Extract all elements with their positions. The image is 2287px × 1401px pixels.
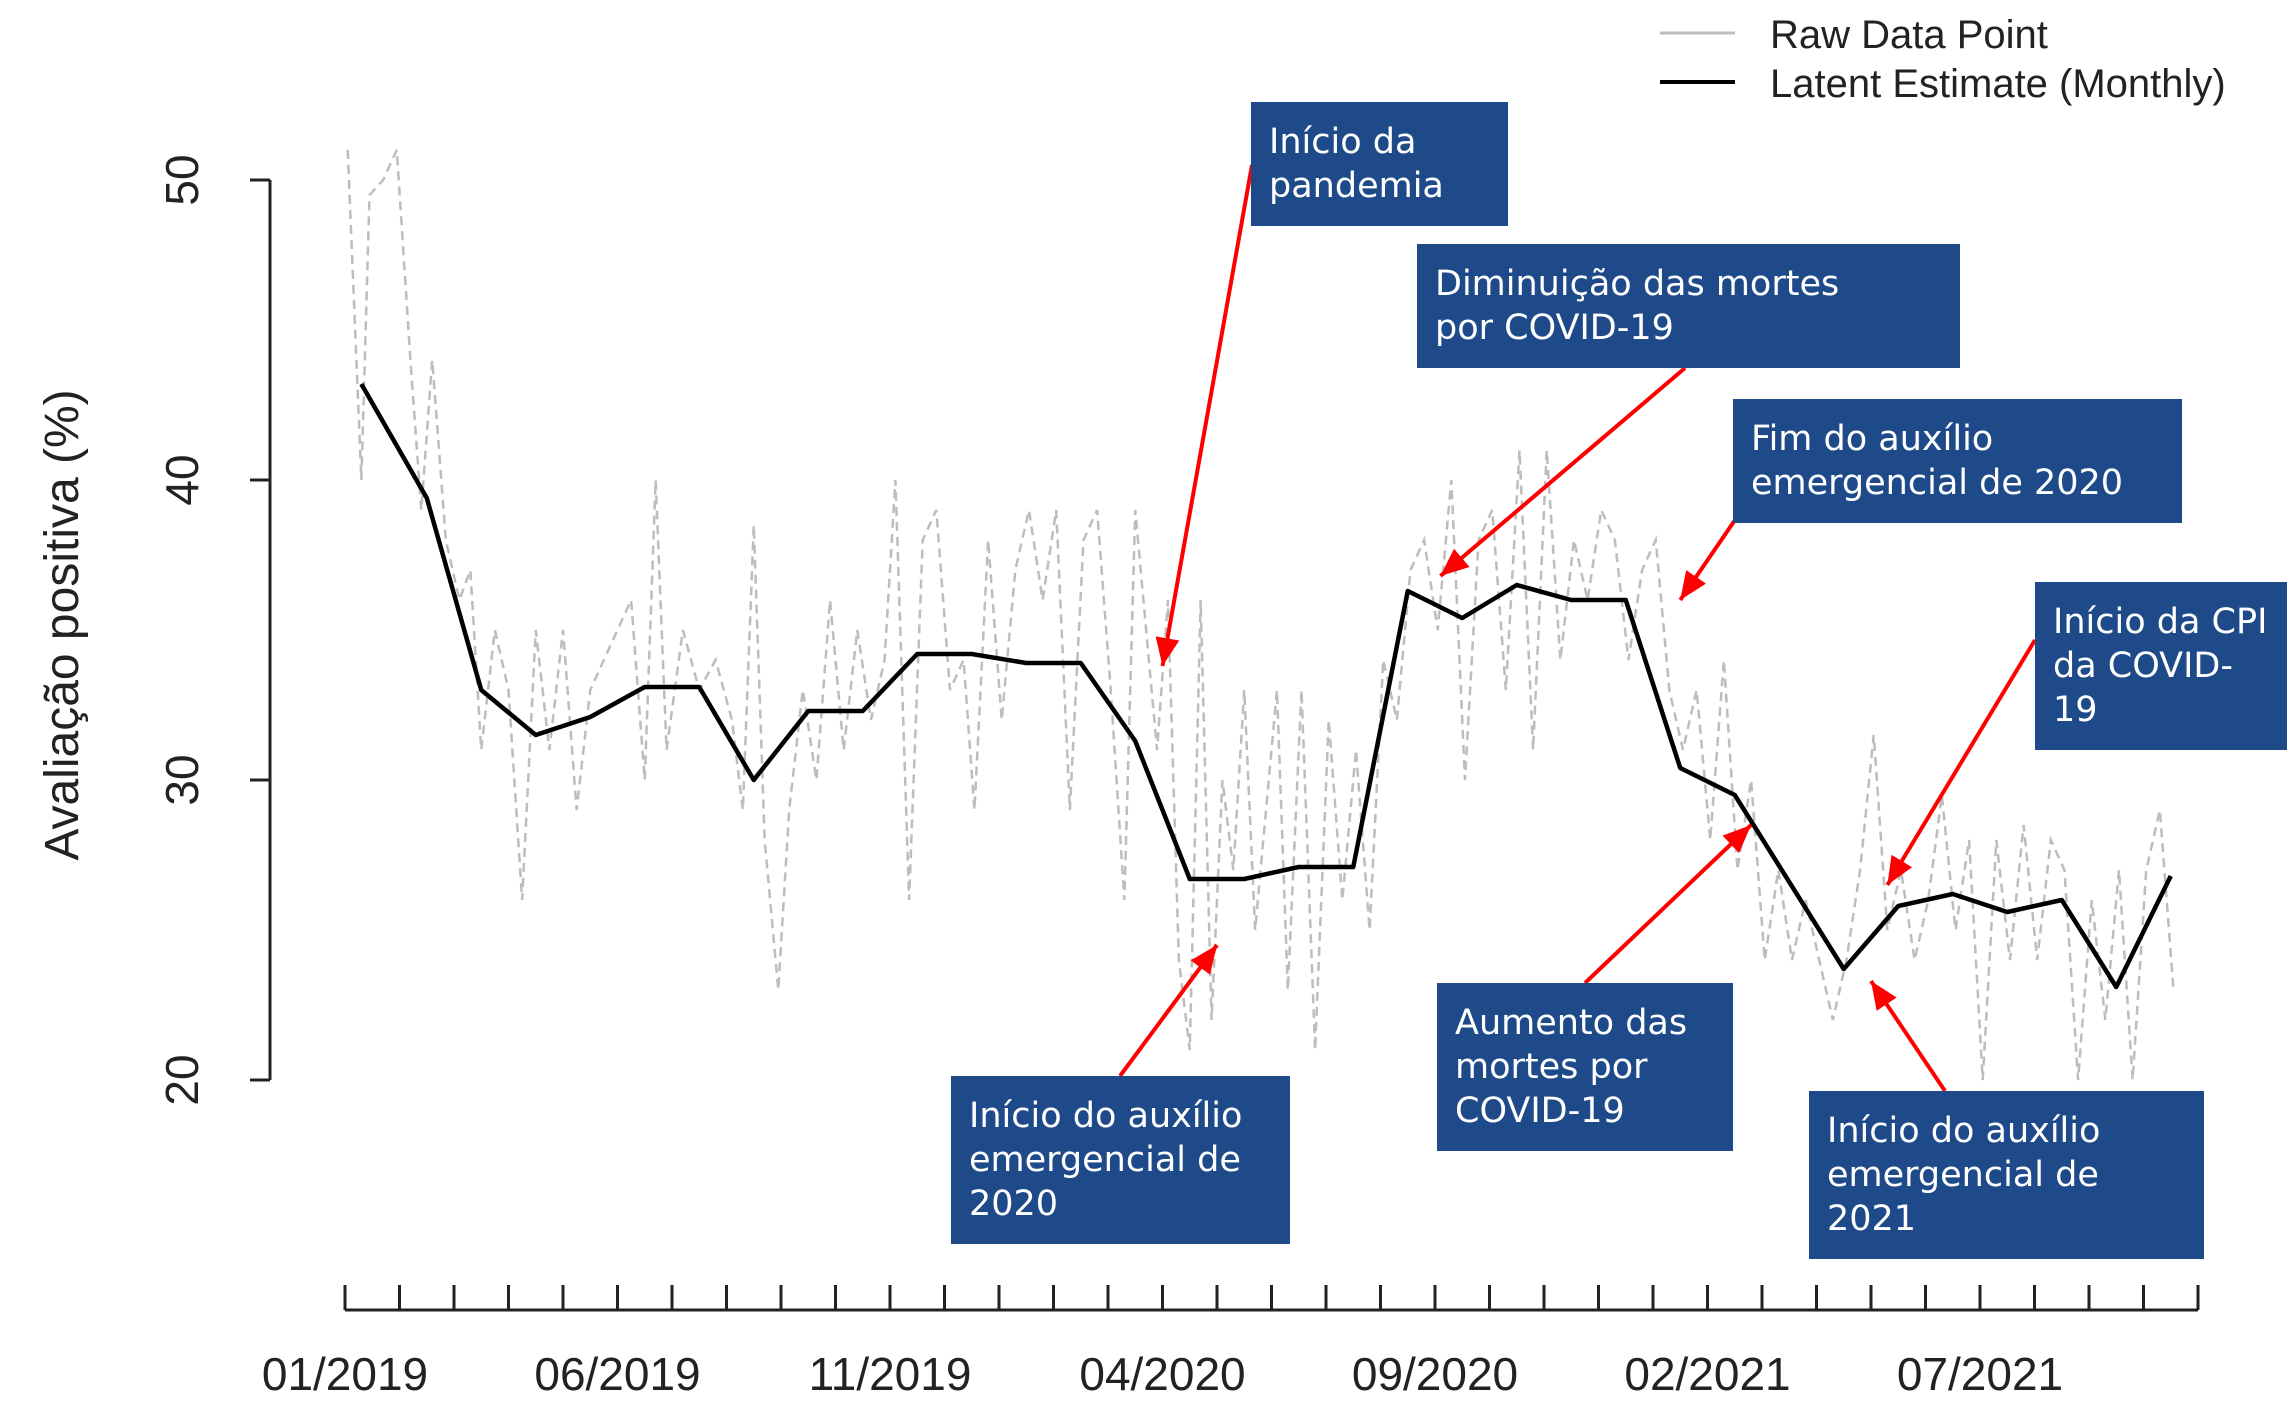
annotation-arrow bbox=[1885, 638, 2037, 887]
annotation-arrows bbox=[1118, 164, 2037, 1093]
raw-data-line bbox=[346, 149, 2175, 1081]
annotation-line: Início da CPI bbox=[2053, 602, 2268, 642]
annotation-line: Diminuição das mortes bbox=[1435, 264, 1840, 304]
latent-estimate-line bbox=[359, 382, 2173, 990]
x-tick-label: 02/2021 bbox=[1624, 1348, 1790, 1400]
latent-estimate-series bbox=[359, 382, 2173, 990]
annotation-line: 2021 bbox=[1827, 1199, 1917, 1239]
x-tick-label: 09/2020 bbox=[1352, 1348, 1518, 1400]
annotation-box: Aumento das mortes por COVID-19 bbox=[1437, 983, 1733, 1151]
axes: 20 30 40 50 01/2019 06/2019 11/2019 04/2020 09/2… bbox=[156, 154, 2200, 1400]
annotation-line: Início do auxílio bbox=[1827, 1111, 2101, 1151]
annotation-line: Aumento das bbox=[1455, 1003, 1688, 1043]
annotation-arrow bbox=[1583, 823, 1753, 985]
y-axis-label: Avaliação positiva (%) bbox=[36, 389, 89, 860]
annotation-arrowhead bbox=[1190, 945, 1217, 975]
annotation-arrowhead bbox=[1155, 636, 1180, 666]
annotation-arrowhead bbox=[1440, 548, 1470, 576]
y-tick-label: 40 bbox=[156, 454, 208, 505]
annotation-line: emergencial de bbox=[969, 1140, 1241, 1180]
annotation-line: mortes por bbox=[1455, 1047, 1648, 1087]
annotation-line: 2020 bbox=[969, 1184, 1059, 1224]
legend: Raw Data Point Latent Estimate (Monthly) bbox=[1660, 13, 2226, 106]
annotation-line: emergencial de 2020 bbox=[1751, 463, 2124, 503]
x-tick-label: 01/2019 bbox=[262, 1348, 428, 1400]
annotation-line: Fim do auxílio bbox=[1751, 419, 1994, 459]
y-tick-label: 50 bbox=[156, 154, 208, 205]
y-tick-label: 30 bbox=[156, 754, 208, 805]
annotation-box: Início do auxílio emergencial de 2021 bbox=[1809, 1091, 2204, 1259]
legend-label-latent: Latent Estimate (Monthly) bbox=[1770, 62, 2226, 106]
annotation-arrowhead bbox=[1680, 570, 1706, 600]
annotation-line: COVID-19 bbox=[1455, 1091, 1625, 1131]
x-tick-label: 07/2021 bbox=[1897, 1348, 2063, 1400]
annotation-line: emergencial de bbox=[1827, 1155, 2099, 1195]
annotation-line: por COVID-19 bbox=[1435, 308, 1674, 348]
annotation-arrow bbox=[1439, 366, 1687, 578]
legend-label-raw: Raw Data Point bbox=[1770, 13, 2048, 57]
annotation-arrowhead bbox=[1871, 981, 1897, 1011]
y-tick-label: 20 bbox=[156, 1054, 208, 1105]
annotation-line: Início da bbox=[1269, 122, 1417, 162]
annotation-box: Início da CPI da COVID-19 bbox=[2035, 582, 2287, 750]
annotation-box: Diminuição das mortes por COVID-19 bbox=[1417, 244, 1960, 368]
annotation-arrowhead bbox=[1722, 825, 1752, 853]
x-tick-label: 11/2019 bbox=[809, 1348, 972, 1400]
x-tick-label: 04/2020 bbox=[1079, 1348, 1245, 1400]
annotation-line: da COVID-19 bbox=[2053, 646, 2234, 730]
annotation-box: Início da pandemia bbox=[1251, 102, 1508, 226]
annotation-line: pandemia bbox=[1269, 166, 1444, 206]
annotation-arrowhead bbox=[1887, 854, 1913, 885]
annotation-arrow bbox=[1160, 164, 1254, 667]
x-tick-label: 06/2019 bbox=[534, 1348, 700, 1400]
annotation-box: Fim do auxílio emergencial de 2020 bbox=[1733, 399, 2182, 523]
annotation-box: Início do auxílio emergencial de 2020 bbox=[951, 1076, 1290, 1244]
raw-data-series bbox=[346, 149, 2175, 1081]
annotation-line: Início do auxílio bbox=[969, 1096, 1243, 1136]
